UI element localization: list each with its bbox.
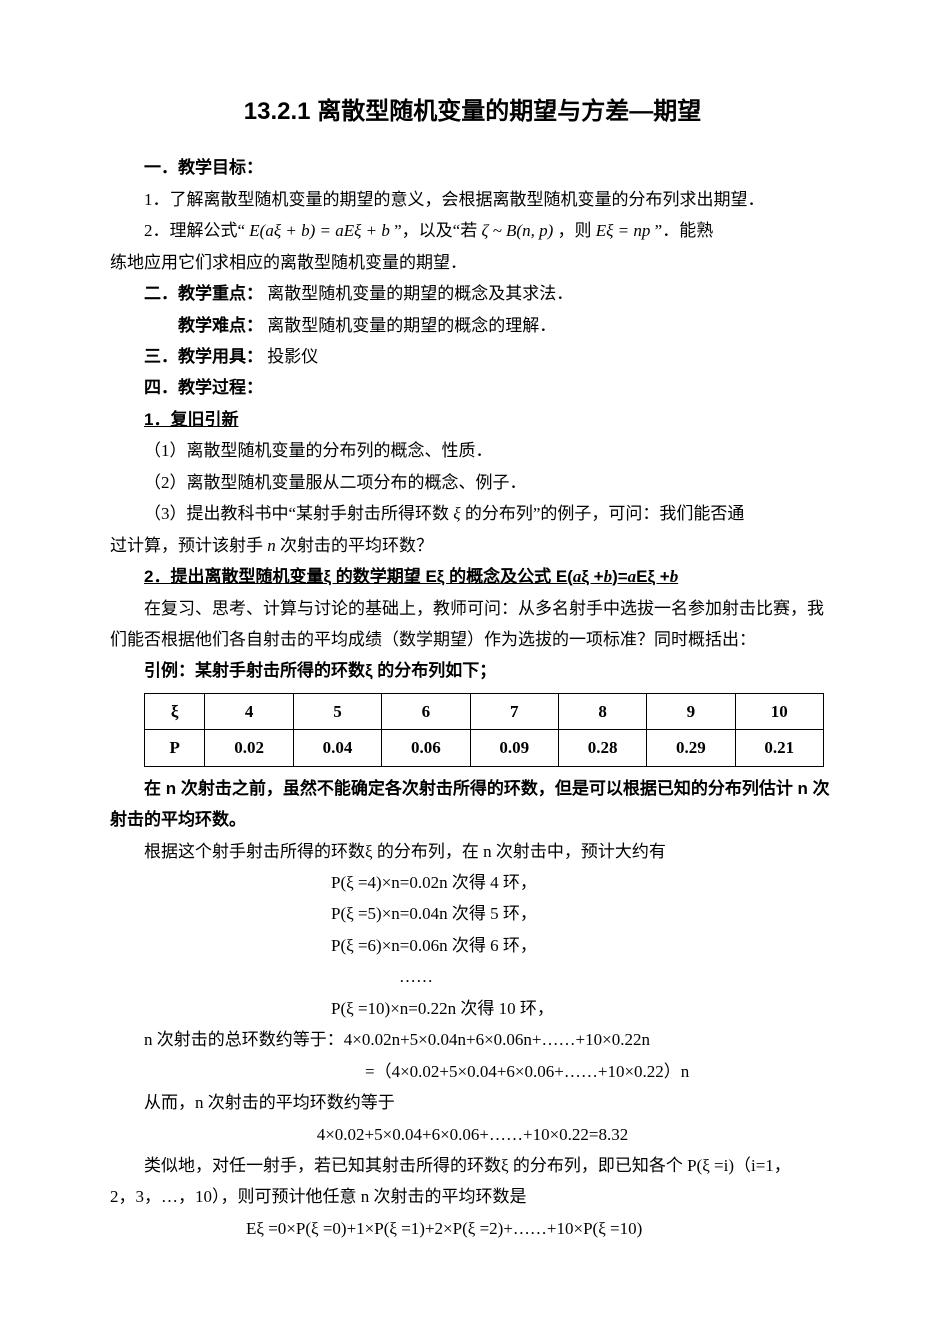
section-2-text: 离散型随机变量的期望的概念及其求法． [267, 284, 573, 303]
subsection-4-2-heading: 2．提出离散型随机变量ξ 的数学期望 Eξ 的概念及公式 E(aξ +b)=aE… [144, 561, 835, 592]
calc-line-1: P(ξ =4)×n=0.02n 次得 4 环， [331, 867, 835, 898]
cell-xi: ξ [145, 693, 205, 729]
cell-p-7: 0.09 [470, 730, 558, 766]
section-2b-heading: 教学难点： 离散型随机变量的期望的概念的理解． [178, 310, 835, 341]
b-italic: b [604, 567, 613, 586]
objective-2-mid: ”，以及“若 [394, 221, 481, 240]
page-title: 13.2.1 离散型随机变量的期望与方差—期望 [110, 90, 835, 134]
paragraph-discussion: 在复习、思考、计算与讨论的基础上，教师可问：从多名射手中选拔一名参加射击比赛，我… [110, 593, 835, 656]
section-2b-text: 离散型随机变量的期望的概念的理解． [267, 316, 556, 335]
cell-h-9: 9 [647, 693, 735, 729]
objective-2-suffix: ”．能熟 [655, 221, 714, 240]
formula-linear-expectation: E(aξ + b) = aEξ + b [249, 221, 390, 240]
generalize-1b: 2，3，…，10），则可预计他任意 n 次射击的平均环数是 [110, 1181, 835, 1212]
cell-h-4: 4 [205, 693, 293, 729]
cell-h-5: 5 [293, 693, 381, 729]
section-3-text: 投影仪 [267, 347, 318, 366]
objective-2: 2．理解公式“ E(aξ + b) = aEξ + b ”，以及“若 ζ ~ B… [144, 215, 835, 246]
line-explain: 根据这个射手射击所得的环数ξ 的分布列，在 n 次射击中，预计大约有 [110, 836, 835, 867]
formula-binomial: ζ ~ B(n, p) [481, 221, 553, 240]
section-2b-label: 教学难点： [178, 316, 263, 335]
review-item-3a: （3）提出教科书中“某射手射击所得环数 [144, 504, 449, 523]
cell-h-8: 8 [558, 693, 646, 729]
b-italic-2: b [670, 567, 679, 586]
cell-p-10: 0.21 [735, 730, 823, 766]
objective-2-mid2: ，则 [558, 221, 596, 240]
review-item-3-cont: 过计算，预计该射手 n 次射击的平均环数？ [110, 530, 835, 561]
calc-line-3: P(ξ =6)×n=0.06n 次得 6 环， [331, 930, 835, 961]
calc-dots: …… [399, 961, 835, 992]
avg-line-1: 从而，n 次射击的平均环数约等于 [110, 1087, 835, 1118]
objective-2-cont: 练地应用它们求相应的离散型随机变量的期望． [110, 247, 835, 278]
avg-line-2: 4×0.02+5×0.04+6×0.06+……+10×0.22=8.32 [110, 1119, 835, 1150]
sub42-c: )= [612, 567, 628, 586]
cell-p-4: 0.02 [205, 730, 293, 766]
formula-binomial-expect: Eξ = np [596, 221, 651, 240]
table-row-header: ξ 4 5 6 7 8 9 10 [145, 693, 824, 729]
sum-line-2: =（4×0.02+5×0.04+6×0.06+……+10×0.22）n [365, 1056, 835, 1087]
sum-line-1: n 次射击的总环数约等于：4×0.02n+5×0.04n+6×0.06n+……+… [110, 1024, 835, 1055]
subsection-4-1-heading: 1．复旧引新 [144, 404, 835, 435]
xi-symbol: ξ [453, 504, 465, 523]
sub42-b: ξ + [581, 567, 603, 586]
cell-h-7: 7 [470, 693, 558, 729]
section-3-heading: 三．教学用具： 投影仪 [144, 341, 835, 372]
example-lead: 引例：某射手射击所得的环数ξ 的分布列如下； [144, 655, 835, 686]
review-item-3-cont-a: 过计算，预计该射手 [110, 536, 267, 555]
review-item-3b: 的分布列”的例子，可问：我们能否通 [465, 504, 745, 523]
section-2-label: 二．教学重点： [144, 284, 263, 303]
review-item-3-cont-b: 次射击的平均环数？ [280, 536, 433, 555]
sub42-a: 2．提出离散型随机变量ξ 的数学期望 Eξ 的概念及公式 E( [144, 567, 573, 586]
calc-line-2: P(ξ =5)×n=0.04n 次得 5 环， [331, 898, 835, 929]
table-row-prob: P 0.02 0.04 0.06 0.09 0.28 0.29 0.21 [145, 730, 824, 766]
cell-h-10: 10 [735, 693, 823, 729]
sub42-d: Eξ + [636, 567, 670, 586]
generalize-1a: 类似地，对任一射手，若已知其射击所得的环数ξ 的分布列，即已知各个 P(ξ =i… [110, 1150, 835, 1181]
a-italic-2: a [628, 567, 637, 586]
section-4-heading: 四．教学过程： [144, 372, 835, 403]
subsection-4-1-label: 1．复旧引新 [144, 410, 238, 429]
document-page: 13.2.1 离散型随机变量的期望与方差—期望 一．教学目标： 1．了解离散型随… [0, 0, 945, 1336]
section-4-label: 四．教学过程： [144, 378, 263, 397]
review-item-3: （3）提出教科书中“某射手射击所得环数 ξ 的分布列”的例子，可问：我们能否通 [144, 498, 835, 529]
generalize-2: Eξ =0×P(ξ =0)+1×P(ξ =1)+2×P(ξ =2)+……+10×… [246, 1213, 835, 1244]
objective-1: 1．了解离散型随机变量的期望的意义，会根据离散型随机变量的分布列求出期望． [144, 184, 835, 215]
after-table-text: 在 n 次射击之前，虽然不能确定各次射击所得的环数，但是可以根据已知的分布列估计… [110, 773, 835, 836]
n-symbol: n [267, 536, 276, 555]
section-1-label: 一．教学目标： [144, 158, 263, 177]
cell-p-8: 0.28 [558, 730, 646, 766]
cell-p-6: 0.06 [382, 730, 470, 766]
distribution-table: ξ 4 5 6 7 8 9 10 P 0.02 0.04 0.06 0.09 0… [144, 693, 824, 767]
section-3-label: 三．教学用具： [144, 347, 263, 366]
review-item-1: （1）离散型随机变量的分布列的概念、性质． [144, 435, 835, 466]
cell-p-9: 0.29 [647, 730, 735, 766]
section-2-heading: 二．教学重点： 离散型随机变量的期望的概念及其求法． [144, 278, 835, 309]
cell-p-5: 0.04 [293, 730, 381, 766]
cell-h-6: 6 [382, 693, 470, 729]
cell-P: P [145, 730, 205, 766]
objective-2-prefix: 2．理解公式“ [144, 221, 249, 240]
section-1-heading: 一．教学目标： [144, 152, 835, 183]
calc-line-4: P(ξ =10)×n=0.22n 次得 10 环， [331, 993, 835, 1024]
review-item-2: （2）离散型随机变量服从二项分布的概念、例子． [144, 467, 835, 498]
